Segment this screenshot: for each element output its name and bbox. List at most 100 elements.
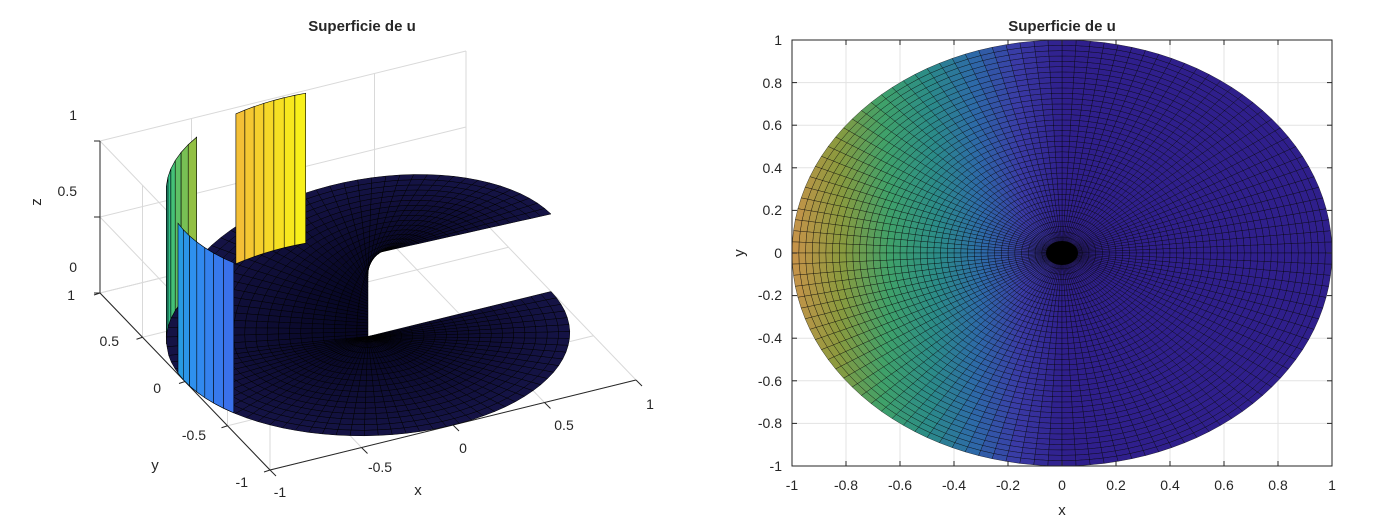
surface-patch [873,237,881,246]
surface-patch [1061,194,1067,200]
surface-patch [1156,248,1164,254]
surface-patch [792,230,801,243]
surface-patch [967,248,975,254]
surface-patch [940,252,948,259]
surface-patch [1054,135,1063,142]
surface-patch [980,246,989,251]
surface-patch [364,402,376,409]
surface-patch [1042,157,1051,164]
surface-patch [907,233,916,241]
surface-patch [376,417,390,425]
surface-patch [365,380,374,387]
y-tick-label: 0.5 [100,333,120,349]
surface-patch [1051,178,1058,185]
surface-patch [1324,241,1333,254]
surface-patch [1073,72,1087,79]
surface-patch [859,236,868,246]
surface-patch [1061,98,1073,105]
surface-patch [1043,114,1054,121]
surface-patch [1074,61,1088,68]
surface-patch [1066,183,1072,190]
surface-patch [967,245,975,250]
surface-patch [1061,199,1066,206]
z-tick-label: 0.5 [58,183,78,199]
surface-patch [1061,39,1077,46]
surface-patch [165,336,179,347]
surface-patch [1162,248,1171,254]
surface-patch [839,234,848,245]
surface-patch [1263,235,1272,245]
surface-patch [798,263,808,275]
surface-patch [445,336,458,341]
surface-patch [1057,183,1063,190]
surface-patch [521,343,536,350]
surface-patch [1073,162,1081,169]
surface-patch [1072,88,1085,95]
surface-patch [358,380,367,387]
surface-patch [373,390,384,398]
surface-patch [1162,243,1171,249]
y-tick-mark [263,469,271,473]
surface-patch [267,315,281,323]
surface-patch [879,237,888,246]
surface-patch [825,243,833,254]
surface-patch [1041,152,1050,159]
surface-patch [947,238,956,245]
surface-patch [1061,167,1068,174]
surface-patch [1297,242,1306,254]
surface-patch [1169,248,1177,254]
surface-patch [1061,157,1069,163]
surface-patch [1047,146,1056,153]
surface-patch [913,240,922,248]
surface-patch [1061,178,1068,185]
surface-patch [1061,119,1071,126]
surface-patch [468,333,481,338]
surface-patch [1064,204,1069,211]
surface-patch [1196,241,1204,248]
surface-patch [879,245,887,254]
surface-patch [1075,146,1084,154]
x-tick-label: -0.5 [368,459,392,475]
surface-patch [1044,125,1055,132]
surface-patch [390,427,407,435]
surface-patch [1037,66,1051,74]
surface-patch [1065,194,1070,201]
surface-patch [859,244,867,254]
surface-patch [1061,61,1075,68]
surface-patch [1250,244,1258,254]
y-tick-label: -0.5 [182,427,206,443]
surface-patch [839,261,848,272]
surface-patch [1061,109,1072,115]
surface-patch [1230,245,1238,254]
surface-patch [278,321,291,329]
surface-patch [1038,136,1048,143]
surface-patch [899,246,908,254]
surface-patch [456,337,469,342]
surface-patch [339,418,354,425]
surface-patch [1061,114,1072,121]
surface-patch [1284,243,1292,254]
surface-patch [1066,178,1073,185]
surface-patch [1057,194,1063,200]
surface-patch [1061,71,1075,78]
surface-patch [1089,41,1105,49]
surface-patch [906,246,914,254]
surface-patch [353,407,366,414]
surface-patch [1216,246,1225,254]
surface-patch [927,236,936,243]
surface-patch [825,262,834,273]
surface-patch [334,324,347,329]
surface-patch [1129,249,1137,254]
surface-patch [1221,232,1231,240]
surface-patch [805,263,814,275]
surface-patch [792,263,801,276]
surface-patch [244,327,257,336]
surface-patch [1067,162,1075,169]
surface-patch [1061,77,1074,83]
surface-patch [1236,237,1245,246]
surface-patch [1317,241,1326,254]
surface-patch [825,252,833,263]
surface-patch [1202,240,1211,248]
surface-patch [872,252,881,261]
surface-patch [1064,210,1068,217]
